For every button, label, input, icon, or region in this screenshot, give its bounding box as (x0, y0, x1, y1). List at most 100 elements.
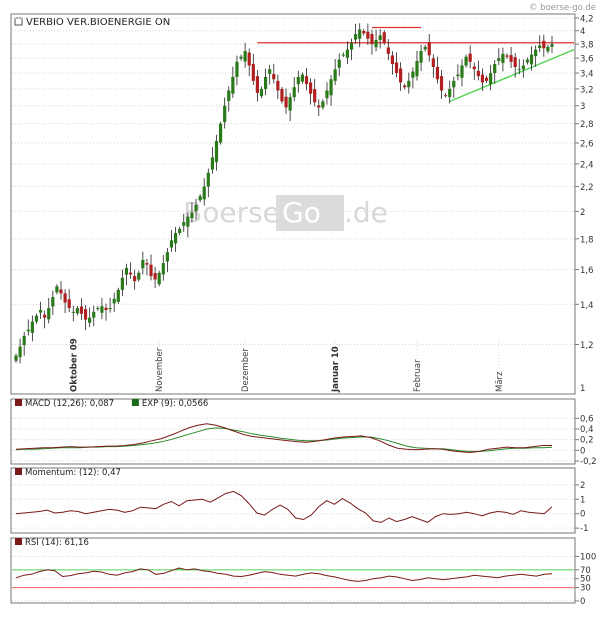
candle (390, 51, 395, 75)
candle (141, 251, 145, 275)
candle (92, 305, 96, 327)
candle-body (501, 53, 505, 63)
candle (124, 263, 129, 286)
candle (71, 305, 75, 322)
candle-body (276, 80, 280, 91)
candle (169, 230, 174, 252)
candle-body (214, 140, 219, 163)
candle (235, 55, 239, 86)
candle-body (308, 82, 313, 94)
watermark-part3: .de (344, 196, 388, 229)
candle-body (407, 80, 411, 88)
candle (186, 212, 190, 238)
candle (128, 262, 133, 279)
indicator-y-tick-label: -0,2 (580, 457, 597, 467)
candle (18, 338, 22, 364)
indicator-y-tick-label: -1 (580, 524, 588, 534)
candle (427, 33, 431, 62)
candle (362, 28, 366, 36)
candle-body (161, 263, 165, 275)
candle (546, 44, 550, 54)
candle (206, 168, 210, 198)
candle-body (509, 55, 513, 62)
candle (374, 29, 378, 52)
candle (407, 72, 411, 94)
main-y-tick-label: 4 (580, 27, 585, 37)
candle-body (259, 88, 264, 97)
candle (439, 69, 444, 99)
candle (358, 23, 362, 48)
candle (272, 63, 276, 84)
candle (280, 86, 284, 104)
candle-body (26, 329, 30, 332)
macd-line (15, 423, 552, 454)
candle (399, 62, 403, 91)
candle-body (88, 317, 92, 323)
candle (366, 23, 370, 45)
candle-body (22, 335, 26, 346)
candle (178, 226, 182, 236)
candle (67, 289, 71, 313)
candle (542, 34, 546, 57)
chart-title: VERBIO VER.BIOENERGIE ON (26, 17, 170, 28)
momentum-line (15, 490, 553, 523)
support-line (449, 48, 575, 103)
candle (104, 303, 108, 321)
candle-body (374, 40, 378, 48)
candle-body (317, 105, 321, 108)
candle-body (370, 34, 374, 45)
candle-body (141, 259, 145, 269)
candle-body (313, 89, 317, 103)
candle-body (366, 31, 370, 39)
candle-body (345, 49, 350, 58)
candle (214, 134, 219, 171)
candle (529, 46, 534, 71)
candle-body (75, 308, 79, 314)
candle (239, 54, 243, 61)
candle (423, 44, 427, 52)
candle (255, 70, 260, 102)
candle-body (529, 54, 534, 65)
watermark-part2: Go (282, 196, 321, 229)
candle (79, 298, 84, 321)
candle-body (43, 314, 47, 318)
indicator-y-tick-label: 50 (580, 575, 591, 585)
candle (386, 39, 390, 61)
candle (435, 56, 440, 84)
candle (329, 75, 333, 106)
candle (321, 99, 325, 110)
candle (47, 297, 51, 324)
main-y-tick-label: 1,2 (580, 341, 594, 351)
candle (333, 59, 337, 86)
candle (489, 64, 493, 91)
candle-body (472, 66, 476, 70)
candle (452, 76, 456, 98)
title-checkbox-icon[interactable] (14, 17, 23, 26)
candle-body (186, 216, 190, 227)
rsi-panel-frame (10, 537, 576, 604)
candle (354, 23, 358, 44)
main-y-tick-label: 1,6 (580, 266, 594, 276)
candle-body (382, 32, 386, 43)
candle-body (280, 88, 284, 102)
candle (198, 194, 202, 203)
candle (268, 65, 272, 85)
candle (116, 287, 120, 305)
candle-body (96, 308, 100, 310)
candle-body (534, 49, 538, 57)
candle-body (411, 71, 415, 78)
main-y-tick-label: 3,2 (580, 85, 594, 95)
candle (59, 281, 63, 300)
candle (38, 301, 43, 319)
candle (133, 269, 137, 290)
candle-body (112, 298, 116, 304)
candle-body (452, 80, 456, 88)
candle (509, 46, 513, 69)
main-y-tick-label: 2,2 (580, 183, 594, 193)
candle-body (427, 42, 431, 56)
candle-body (272, 73, 276, 80)
candle (415, 50, 419, 81)
candle-body (362, 30, 366, 34)
candle-body (51, 296, 55, 307)
candle-body (116, 289, 120, 302)
